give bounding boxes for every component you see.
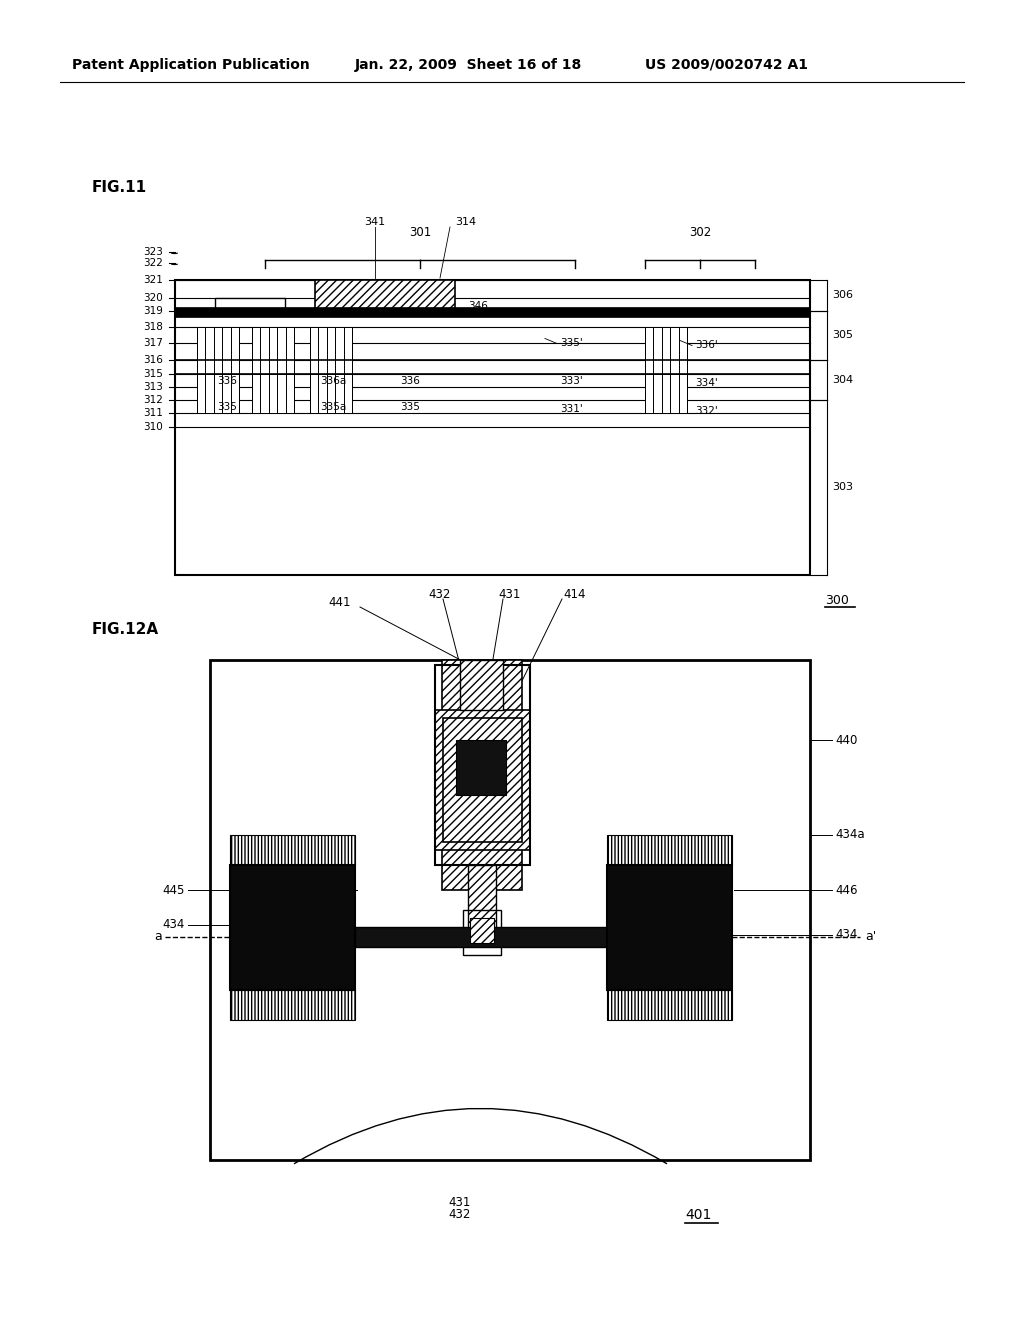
Text: a: a (155, 931, 162, 944)
Text: 341: 341 (365, 216, 386, 227)
Bar (210, 660, 810, 1160)
Bar (456, 741, 506, 795)
Text: 334': 334' (695, 378, 718, 388)
Text: 301: 301 (409, 226, 431, 239)
Bar (175, 308, 810, 317)
Bar (215, 298, 285, 312)
Bar (315, 280, 455, 312)
Text: 306: 306 (831, 290, 853, 301)
Text: 414: 414 (564, 587, 587, 601)
Bar (310, 374, 352, 413)
Text: 434: 434 (835, 928, 857, 941)
Text: 313: 313 (143, 381, 163, 392)
Bar (252, 374, 294, 413)
Text: 431: 431 (449, 1196, 471, 1209)
Text: 335a: 335a (319, 401, 346, 412)
Bar (252, 327, 294, 374)
Text: 303: 303 (831, 483, 853, 492)
Bar (470, 917, 494, 942)
Text: 434a: 434a (835, 829, 864, 842)
Text: 335: 335 (217, 401, 237, 412)
Bar (460, 660, 503, 710)
Bar (442, 660, 522, 890)
Text: 311: 311 (143, 408, 163, 418)
Text: 314: 314 (455, 216, 476, 227)
Text: 319: 319 (143, 306, 163, 315)
Text: 322: 322 (143, 257, 163, 268)
Text: Jan. 22, 2009  Sheet 16 of 18: Jan. 22, 2009 Sheet 16 of 18 (355, 58, 583, 73)
Bar (175, 280, 810, 576)
Text: 323: 323 (143, 247, 163, 257)
Bar (468, 865, 496, 940)
Text: 441: 441 (329, 595, 351, 609)
Text: 432: 432 (429, 587, 452, 601)
Bar (315, 308, 455, 314)
Text: 432: 432 (449, 1208, 471, 1221)
Text: 336: 336 (217, 375, 237, 385)
Text: 346: 346 (468, 301, 487, 312)
Bar (355, 927, 607, 946)
Bar (443, 718, 522, 842)
Text: 345: 345 (220, 301, 240, 312)
Bar (310, 327, 352, 374)
Text: 302: 302 (689, 226, 711, 239)
Text: 445: 445 (163, 883, 185, 896)
Text: 434: 434 (163, 919, 185, 932)
Text: 332': 332' (695, 405, 718, 416)
Text: Patent Application Publication: Patent Application Publication (72, 58, 309, 73)
Bar (197, 374, 239, 413)
Text: 315: 315 (143, 370, 163, 379)
Text: 312: 312 (143, 395, 163, 405)
Bar (230, 836, 355, 865)
Text: 446: 446 (835, 883, 857, 896)
Bar (463, 909, 501, 954)
Text: 331': 331' (560, 404, 583, 413)
Text: 333': 333' (560, 375, 583, 385)
Text: 336a: 336a (319, 375, 346, 385)
Text: 336: 336 (400, 375, 420, 385)
Bar (435, 665, 530, 865)
Bar (607, 865, 732, 990)
Text: 440: 440 (835, 734, 857, 747)
Text: 310: 310 (143, 422, 163, 432)
Text: 316: 316 (143, 355, 163, 366)
Text: 336': 336' (695, 341, 718, 351)
Text: 431: 431 (499, 587, 521, 601)
Text: 300: 300 (825, 594, 849, 606)
Bar (230, 990, 355, 1020)
Bar (607, 836, 732, 865)
Bar (435, 710, 530, 850)
Bar (197, 327, 239, 374)
Text: 317: 317 (143, 338, 163, 348)
Text: 318: 318 (143, 322, 163, 333)
Bar (645, 327, 687, 374)
Text: 401: 401 (685, 1208, 712, 1222)
Text: 304: 304 (831, 375, 853, 385)
Text: a': a' (865, 931, 877, 944)
Text: 335: 335 (400, 401, 420, 412)
Text: 321: 321 (143, 275, 163, 285)
Text: FIG.11: FIG.11 (92, 181, 147, 195)
Text: FIG.12A: FIG.12A (92, 623, 159, 638)
Text: 305: 305 (831, 330, 853, 341)
Text: 335': 335' (560, 338, 583, 348)
Text: US 2009/0020742 A1: US 2009/0020742 A1 (645, 58, 808, 73)
Bar (607, 990, 732, 1020)
Bar (230, 865, 355, 990)
Text: 320: 320 (143, 293, 163, 304)
Bar (645, 374, 687, 413)
